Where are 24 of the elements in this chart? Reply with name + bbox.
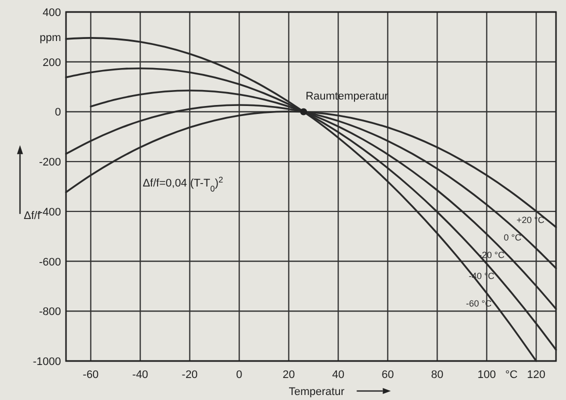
x-tick-label: 20	[282, 369, 295, 381]
x-tick-label: 40	[332, 369, 344, 381]
y-tick-label: 0	[54, 106, 61, 119]
annotation: Δf/f=0,04 (T-T$_{0}$)$^{2}$	[142, 175, 224, 193]
x-tick-label: 100	[478, 369, 496, 381]
x-tick-label: 60	[382, 369, 394, 381]
y-tick-label: 400	[42, 7, 61, 19]
x-tick-label: -40	[132, 369, 148, 381]
x-tick-label: -60	[82, 369, 99, 381]
text: °C	[505, 369, 518, 381]
y-tick-label: -400	[38, 206, 61, 218]
x-tick-label: 120	[527, 369, 546, 381]
y-tick-label: -1000	[32, 356, 61, 368]
text: ppm	[40, 32, 61, 44]
x-axis-title: Temperatur	[288, 386, 345, 398]
y-tick-label: -600	[38, 256, 61, 268]
y-tick-label: -200	[38, 156, 61, 169]
series-label: 0 °C	[504, 232, 522, 243]
y-tick-label: 200	[42, 56, 61, 69]
x-tick-label: 80	[431, 369, 444, 381]
x-tick-label: 0	[236, 369, 242, 381]
y-tick-label: -800	[38, 306, 61, 318]
x-tick-label: -20	[182, 369, 198, 381]
y-axis-title: Δf/f	[24, 210, 42, 222]
